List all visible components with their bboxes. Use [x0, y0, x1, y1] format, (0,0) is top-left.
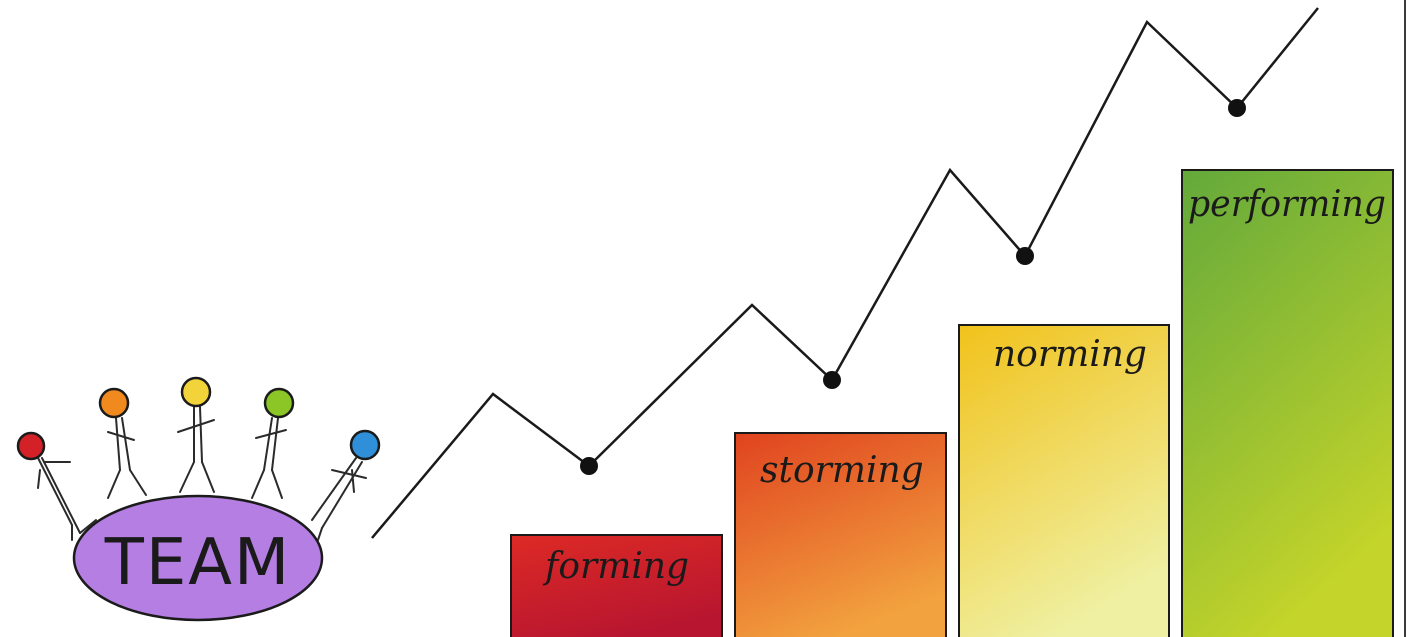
team-label: TEAM — [104, 526, 292, 600]
team-member-green — [251, 387, 295, 499]
progress-dot — [580, 457, 598, 475]
team-member-orange — [98, 387, 147, 499]
progress-dot — [1228, 99, 1246, 117]
progress-dot — [823, 371, 841, 389]
team-illustration: TEAM — [16, 376, 381, 622]
team-member-yellow — [177, 376, 215, 493]
progress-line — [371, 7, 1319, 539]
stage-bar-norming: norming — [958, 324, 1170, 637]
stage-bar-performing: performing — [1181, 169, 1394, 637]
stage-label-performing: performing — [1188, 184, 1386, 225]
team-member-head-red — [16, 431, 46, 461]
team-member-head-orange — [98, 387, 130, 419]
stage-bar-forming: forming — [510, 534, 723, 637]
stage-label-forming: forming — [542, 546, 689, 587]
team-member-head-yellow — [180, 376, 212, 408]
team-oval — [72, 494, 324, 622]
team-member-head-green — [263, 387, 295, 419]
stage-bars: forming storming norming performing — [510, 169, 1394, 637]
stage-bar-storming: storming — [734, 432, 947, 637]
team-member-head-blue — [349, 429, 381, 461]
team-member-red — [16, 431, 97, 541]
stage-label-norming: norming — [993, 334, 1147, 375]
stage-label-storming: storming — [760, 450, 924, 491]
progress-line-path — [371, 7, 1319, 539]
team-member-blue — [311, 429, 381, 541]
progress-dot — [1016, 247, 1034, 265]
